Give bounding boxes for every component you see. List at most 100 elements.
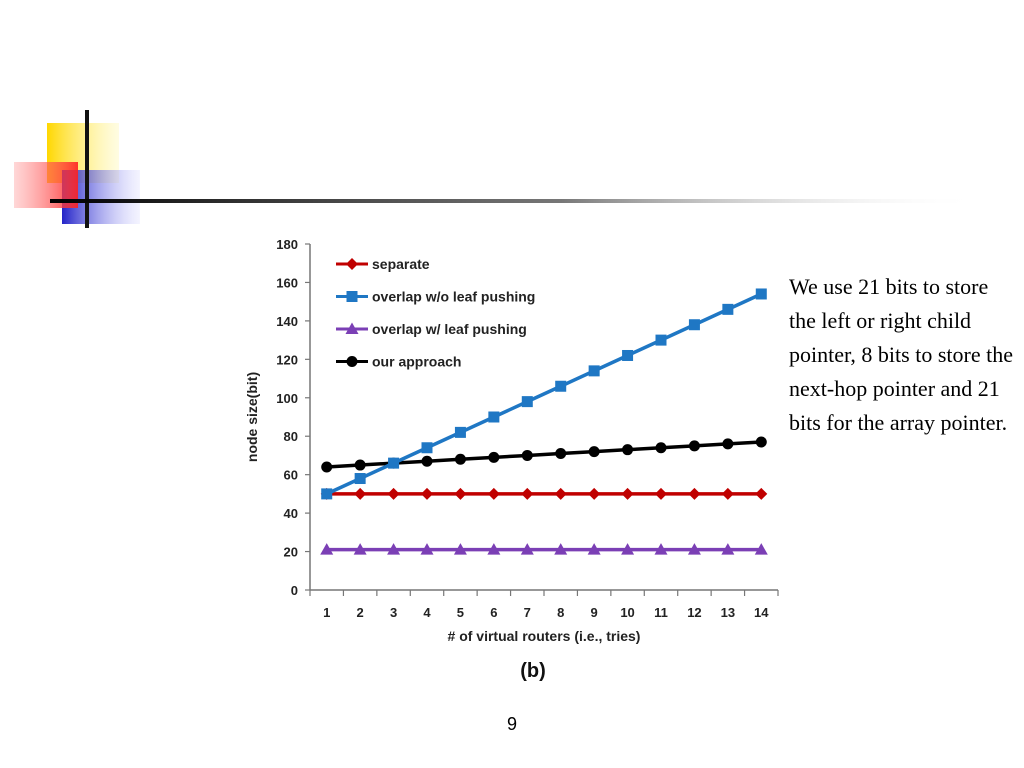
data-point bbox=[487, 487, 500, 500]
data-point bbox=[622, 349, 634, 361]
x-tick-label: 4 bbox=[423, 605, 431, 620]
y-tick-label: 20 bbox=[284, 545, 298, 560]
data-point bbox=[520, 543, 534, 555]
data-point bbox=[321, 461, 333, 473]
legend-marker bbox=[346, 356, 358, 367]
data-point bbox=[688, 487, 701, 500]
data-point bbox=[721, 543, 735, 555]
data-point bbox=[554, 543, 568, 555]
data-point bbox=[722, 438, 734, 450]
data-point bbox=[688, 319, 700, 331]
legend-marker bbox=[346, 258, 358, 270]
y-tick-label: 140 bbox=[276, 314, 298, 329]
deco-horizontal-rule bbox=[50, 199, 980, 203]
data-point bbox=[655, 487, 667, 500]
data-point bbox=[421, 455, 433, 467]
legend-label: overlap w/o leaf pushing bbox=[372, 289, 535, 305]
y-tick-label: 120 bbox=[276, 352, 298, 367]
legend-item: overlap w/o leaf pushing bbox=[336, 289, 535, 305]
slide-note: We use 21 bits to store the left or righ… bbox=[789, 274, 1013, 435]
y-tick-label: 180 bbox=[276, 237, 298, 252]
data-point bbox=[521, 449, 533, 461]
x-tick-label: 1 bbox=[323, 605, 330, 620]
series-overlap-w-leaf-pushing bbox=[320, 543, 768, 555]
data-point bbox=[755, 436, 767, 448]
x-tick-label: 8 bbox=[557, 605, 564, 620]
data-point bbox=[421, 442, 433, 454]
data-point bbox=[354, 487, 367, 500]
series-our-approach bbox=[321, 436, 767, 473]
data-point bbox=[420, 543, 434, 555]
data-point bbox=[555, 448, 567, 460]
data-point bbox=[721, 487, 734, 500]
page-number: 9 bbox=[506, 714, 517, 734]
deco-vertical-line bbox=[85, 110, 89, 228]
legend-marker bbox=[345, 322, 359, 334]
data-point bbox=[588, 446, 600, 458]
x-tick-label: 3 bbox=[390, 605, 397, 620]
data-point bbox=[754, 543, 768, 555]
legend-label: overlap w/ leaf pushing bbox=[372, 321, 527, 337]
data-point bbox=[655, 334, 667, 346]
x-axis-label: # of virtual routers (i.e., tries) bbox=[448, 628, 641, 644]
data-point bbox=[554, 487, 567, 500]
legend-label: separate bbox=[372, 256, 430, 272]
data-point bbox=[521, 396, 533, 408]
data-point bbox=[453, 543, 467, 555]
x-tick-label: 12 bbox=[687, 605, 701, 620]
data-point bbox=[320, 543, 334, 555]
data-point bbox=[387, 543, 401, 555]
data-point bbox=[488, 451, 500, 463]
data-point bbox=[488, 411, 500, 423]
x-tick-label: 9 bbox=[591, 605, 598, 620]
y-tick-label: 100 bbox=[276, 391, 298, 406]
data-point bbox=[387, 487, 400, 500]
x-tick-label: 7 bbox=[524, 605, 531, 620]
x-tick-label: 13 bbox=[721, 605, 735, 620]
data-point bbox=[722, 303, 734, 315]
data-point bbox=[454, 453, 466, 465]
x-tick-label: 10 bbox=[620, 605, 634, 620]
series-overlap-w-o-leaf-pushing bbox=[321, 288, 767, 500]
series-separate bbox=[320, 487, 768, 500]
legend-label: our approach bbox=[372, 354, 461, 370]
chart-caption: (b) bbox=[520, 660, 546, 682]
data-point bbox=[622, 444, 634, 456]
data-point bbox=[354, 459, 366, 471]
data-point bbox=[588, 365, 600, 377]
data-point bbox=[321, 488, 333, 500]
data-point bbox=[388, 457, 400, 469]
y-tick-label: 0 bbox=[291, 583, 298, 598]
data-point bbox=[454, 426, 466, 438]
data-point bbox=[354, 473, 366, 485]
y-tick-label: 40 bbox=[284, 506, 298, 521]
chart-series bbox=[320, 288, 768, 555]
series-line bbox=[325, 292, 763, 496]
data-point bbox=[755, 288, 767, 300]
data-point bbox=[555, 380, 567, 392]
y-tick-label: 60 bbox=[284, 468, 298, 483]
data-point bbox=[654, 543, 668, 555]
y-tick-label: 160 bbox=[276, 275, 298, 290]
x-tick-label: 6 bbox=[490, 605, 497, 620]
data-point bbox=[621, 487, 634, 500]
x-tick-label: 11 bbox=[654, 605, 668, 620]
legend-item: our approach bbox=[336, 354, 461, 370]
data-point bbox=[421, 487, 433, 500]
x-tick-label: 5 bbox=[457, 605, 464, 620]
legend-marker bbox=[346, 291, 358, 302]
legend-item: overlap w/ leaf pushing bbox=[336, 321, 527, 337]
data-point bbox=[621, 543, 635, 555]
x-tick-label: 2 bbox=[357, 605, 364, 620]
slide-decoration bbox=[14, 110, 980, 228]
data-point bbox=[687, 543, 701, 555]
legend-item: separate bbox=[336, 256, 430, 272]
y-axis-label: node size(bit) bbox=[244, 372, 260, 462]
data-point bbox=[588, 487, 601, 500]
data-point bbox=[521, 487, 534, 500]
data-point bbox=[454, 487, 467, 500]
data-point bbox=[587, 543, 601, 555]
data-point bbox=[655, 442, 667, 454]
data-point bbox=[688, 440, 700, 452]
